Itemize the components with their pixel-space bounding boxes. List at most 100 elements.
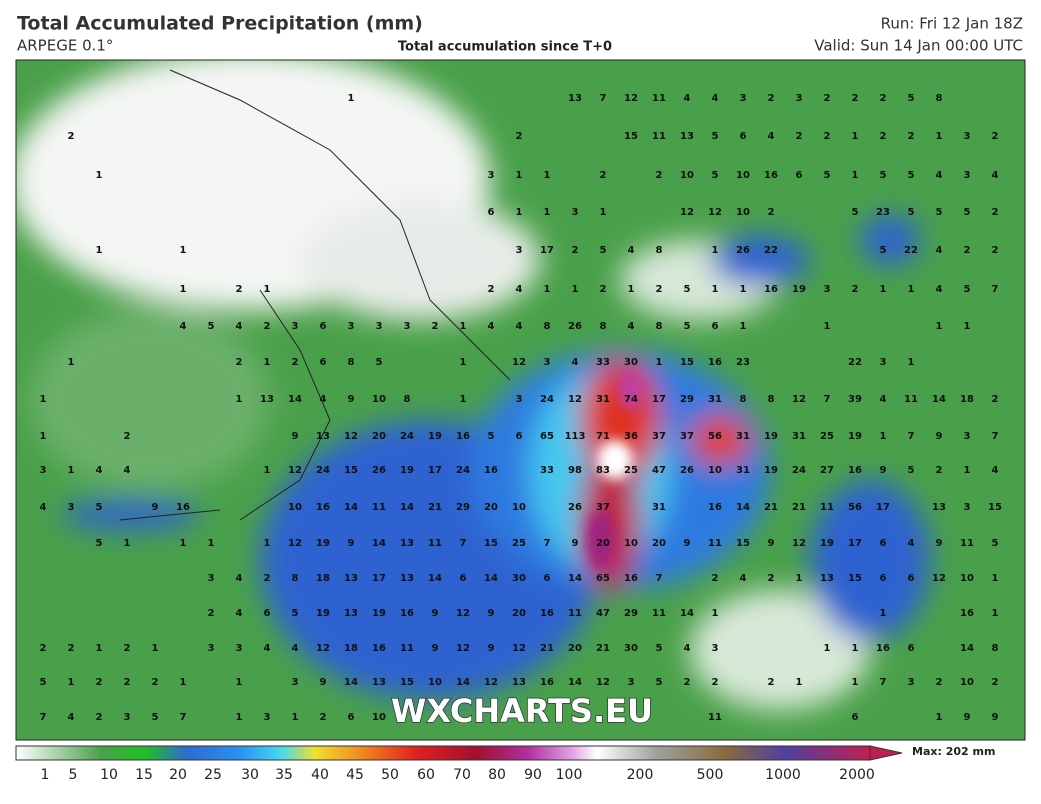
precip-label: 8 bbox=[656, 321, 663, 332]
precip-label: 17 bbox=[876, 502, 890, 513]
precip-label: 21 bbox=[764, 502, 778, 513]
precip-label: 9 bbox=[152, 502, 159, 513]
precip-label: 26 bbox=[736, 245, 750, 256]
colorbar-tick-label: 1 bbox=[41, 767, 50, 783]
precip-label: 98 bbox=[568, 465, 582, 476]
precip-label: 16 bbox=[876, 643, 890, 654]
precip-label: 2 bbox=[152, 677, 159, 688]
precip-label: 20 bbox=[484, 502, 498, 513]
precip-label: 2 bbox=[264, 321, 271, 332]
precip-label: 7 bbox=[824, 394, 831, 405]
precip-label: 3 bbox=[376, 321, 383, 332]
colorbar-tick-label: 100 bbox=[556, 767, 583, 783]
colorbar-tick-label: 20 bbox=[169, 767, 187, 783]
precip-label: 3 bbox=[964, 431, 971, 442]
precip-label: 29 bbox=[680, 394, 694, 405]
precip-label: 17 bbox=[848, 538, 862, 549]
precip-label: 10 bbox=[624, 538, 638, 549]
precip-label: 22 bbox=[764, 245, 778, 256]
precip-label: 3 bbox=[964, 502, 971, 513]
precip-label: 4 bbox=[936, 245, 943, 256]
precip-label: 1 bbox=[656, 357, 663, 368]
precip-label: 1 bbox=[964, 465, 971, 476]
precip-label: 39 bbox=[848, 394, 862, 405]
precip-label: 5 bbox=[992, 538, 999, 549]
precip-label: 1 bbox=[712, 284, 719, 295]
precip-label: 4 bbox=[292, 643, 299, 654]
precip-label: 4 bbox=[684, 93, 691, 104]
precip-label: 3 bbox=[516, 394, 523, 405]
precip-label: 5 bbox=[936, 207, 943, 218]
precip-label: 5 bbox=[656, 643, 663, 654]
precip-label: 3 bbox=[292, 321, 299, 332]
precip-label: 1 bbox=[460, 321, 467, 332]
precip-label: 1 bbox=[68, 677, 75, 688]
precip-label: 4 bbox=[236, 321, 243, 332]
precip-label: 1 bbox=[40, 394, 47, 405]
precip-label: 9 bbox=[348, 394, 355, 405]
valid: Valid: Sun 14 Jan 00:00 UTC bbox=[814, 37, 1023, 55]
max-label: Max: 202 mm bbox=[912, 745, 995, 758]
precip-label: 4 bbox=[936, 170, 943, 181]
precip-label: 6 bbox=[796, 170, 803, 181]
precip-label: 14 bbox=[932, 394, 946, 405]
precip-label: 9 bbox=[992, 712, 999, 723]
precip-label: 2 bbox=[992, 677, 999, 688]
precip-label: 1 bbox=[236, 677, 243, 688]
precip-label: 20 bbox=[596, 538, 610, 549]
precip-label: 16 bbox=[540, 677, 554, 688]
precip-label: 16 bbox=[624, 573, 638, 584]
map bbox=[16, 60, 1025, 740]
precip-label: 13 bbox=[260, 394, 274, 405]
precip-label: 5 bbox=[656, 677, 663, 688]
precip-label: 14 bbox=[344, 677, 358, 688]
precip-label: 4 bbox=[96, 465, 103, 476]
precip-label: 15 bbox=[484, 538, 498, 549]
precip-label: 21 bbox=[540, 643, 554, 654]
precip-label: 5 bbox=[908, 207, 915, 218]
precip-label: 13 bbox=[316, 431, 330, 442]
precip-label: 2 bbox=[936, 465, 943, 476]
precip-label: 3 bbox=[68, 502, 75, 513]
precip-label: 10 bbox=[736, 170, 750, 181]
precip-label: 12 bbox=[288, 538, 302, 549]
precip-label: 31 bbox=[792, 431, 806, 442]
precip-label: 1 bbox=[572, 284, 579, 295]
precip-label: 4 bbox=[40, 502, 47, 513]
precip-label: 8 bbox=[740, 394, 747, 405]
precip-label: 33 bbox=[596, 357, 610, 368]
precip-label: 4 bbox=[180, 321, 187, 332]
precip-label: 5 bbox=[488, 431, 495, 442]
precip-label: 5 bbox=[880, 170, 887, 181]
precip-label: 37 bbox=[652, 431, 666, 442]
precip-label: 12 bbox=[792, 538, 806, 549]
colorbar-tick-label: 70 bbox=[453, 767, 471, 783]
precip-label: 1 bbox=[124, 538, 131, 549]
precip-label: 11 bbox=[568, 608, 582, 619]
precip-label: 25 bbox=[820, 431, 834, 442]
precip-label: 2 bbox=[264, 573, 271, 584]
precip-label: 10 bbox=[512, 502, 526, 513]
precip-label: 29 bbox=[624, 608, 638, 619]
precip-label: 12 bbox=[512, 357, 526, 368]
precip-label: 16 bbox=[764, 284, 778, 295]
precip-label: 1 bbox=[292, 712, 299, 723]
precip-label: 23 bbox=[736, 357, 750, 368]
colorbar-tick-label: 1000 bbox=[765, 767, 801, 783]
precip-label: 1 bbox=[68, 357, 75, 368]
precip-label: 16 bbox=[176, 502, 190, 513]
precip-label: 37 bbox=[596, 502, 610, 513]
precip-label: 9 bbox=[880, 465, 887, 476]
precip-label: 2 bbox=[992, 131, 999, 142]
precip-label: 3 bbox=[740, 93, 747, 104]
precip-label: 13 bbox=[512, 677, 526, 688]
precip-label: 7 bbox=[180, 712, 187, 723]
colorbar-tick-label: 15 bbox=[135, 767, 153, 783]
precip-label: 14 bbox=[344, 502, 358, 513]
precip-label: 4 bbox=[516, 321, 523, 332]
precip-label: 3 bbox=[572, 207, 579, 218]
precip-label: 2 bbox=[684, 677, 691, 688]
precip-label: 14 bbox=[400, 502, 414, 513]
precip-label: 11 bbox=[652, 608, 666, 619]
precip-label: 1 bbox=[180, 245, 187, 256]
